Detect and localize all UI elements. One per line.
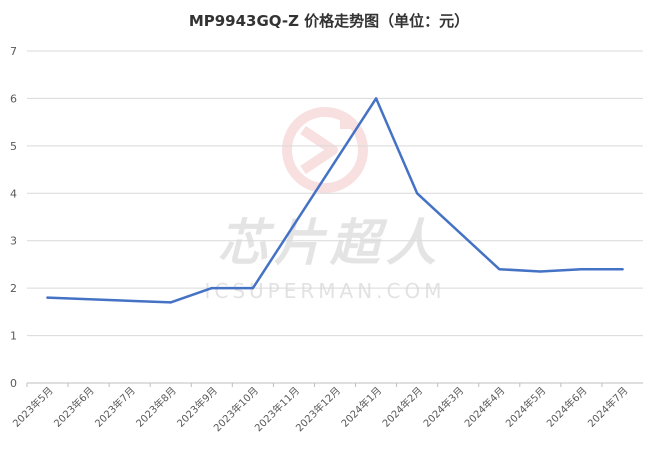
data-point [46,296,49,299]
y-axis-ticks: 0 1 2 3 4 5 6 7 [10,45,17,390]
y-tick-label: 1 [10,330,17,343]
series-layer [46,97,624,304]
y-tick-label: 4 [10,187,17,200]
x-tick-label: 2023年8月 [133,384,179,430]
y-tick-label: 2 [10,282,17,295]
y-tick-label: 6 [10,92,17,105]
y-tick-label: 7 [10,45,17,58]
x-tick-label: 2023年6月 [51,384,97,430]
data-point [374,97,378,100]
y-tick-label: 5 [10,140,17,153]
data-point [498,267,501,271]
x-tick-label: 2023年7月 [92,384,138,430]
x-tick-label: 2024年2月 [379,384,425,430]
data-point [210,286,213,290]
data-point [621,267,624,271]
x-tick-label: 2023年9月 [174,384,220,430]
watermark-brand-text: 芯片超人 [218,214,442,272]
x-axis-ticks: 2023年5月2023年6月2023年7月2023年8月2023年9月2023年… [10,383,631,434]
y-tick-label: 0 [10,377,17,390]
chart-title: MP9943GQ-Z 价格走势图（单位：元） [189,12,469,30]
x-tick-label: 2024年4月 [462,384,508,430]
data-point [580,267,583,271]
series-line [46,97,624,304]
watermark-logo-icon [282,107,368,193]
data-point [415,192,419,195]
x-tick-label: 2024年1月 [338,384,384,430]
gridlines [27,50,643,384]
y-tick-label: 3 [10,235,17,248]
x-tick-label: 2024年7月 [585,384,631,430]
data-point [539,270,542,273]
x-tick-label: 2023年5月 [10,384,56,430]
data-point [169,301,172,304]
watermark-brand-url: ICSUPERMAN.COM [204,279,445,303]
x-tick-label: 2024年3月 [420,384,466,430]
x-tick-label: 2024年6月 [544,384,590,430]
watermark: 芯片超人 ICSUPERMAN.COM [204,107,445,303]
x-tick-label: 2024年5月 [503,384,549,430]
data-point [251,286,255,290]
